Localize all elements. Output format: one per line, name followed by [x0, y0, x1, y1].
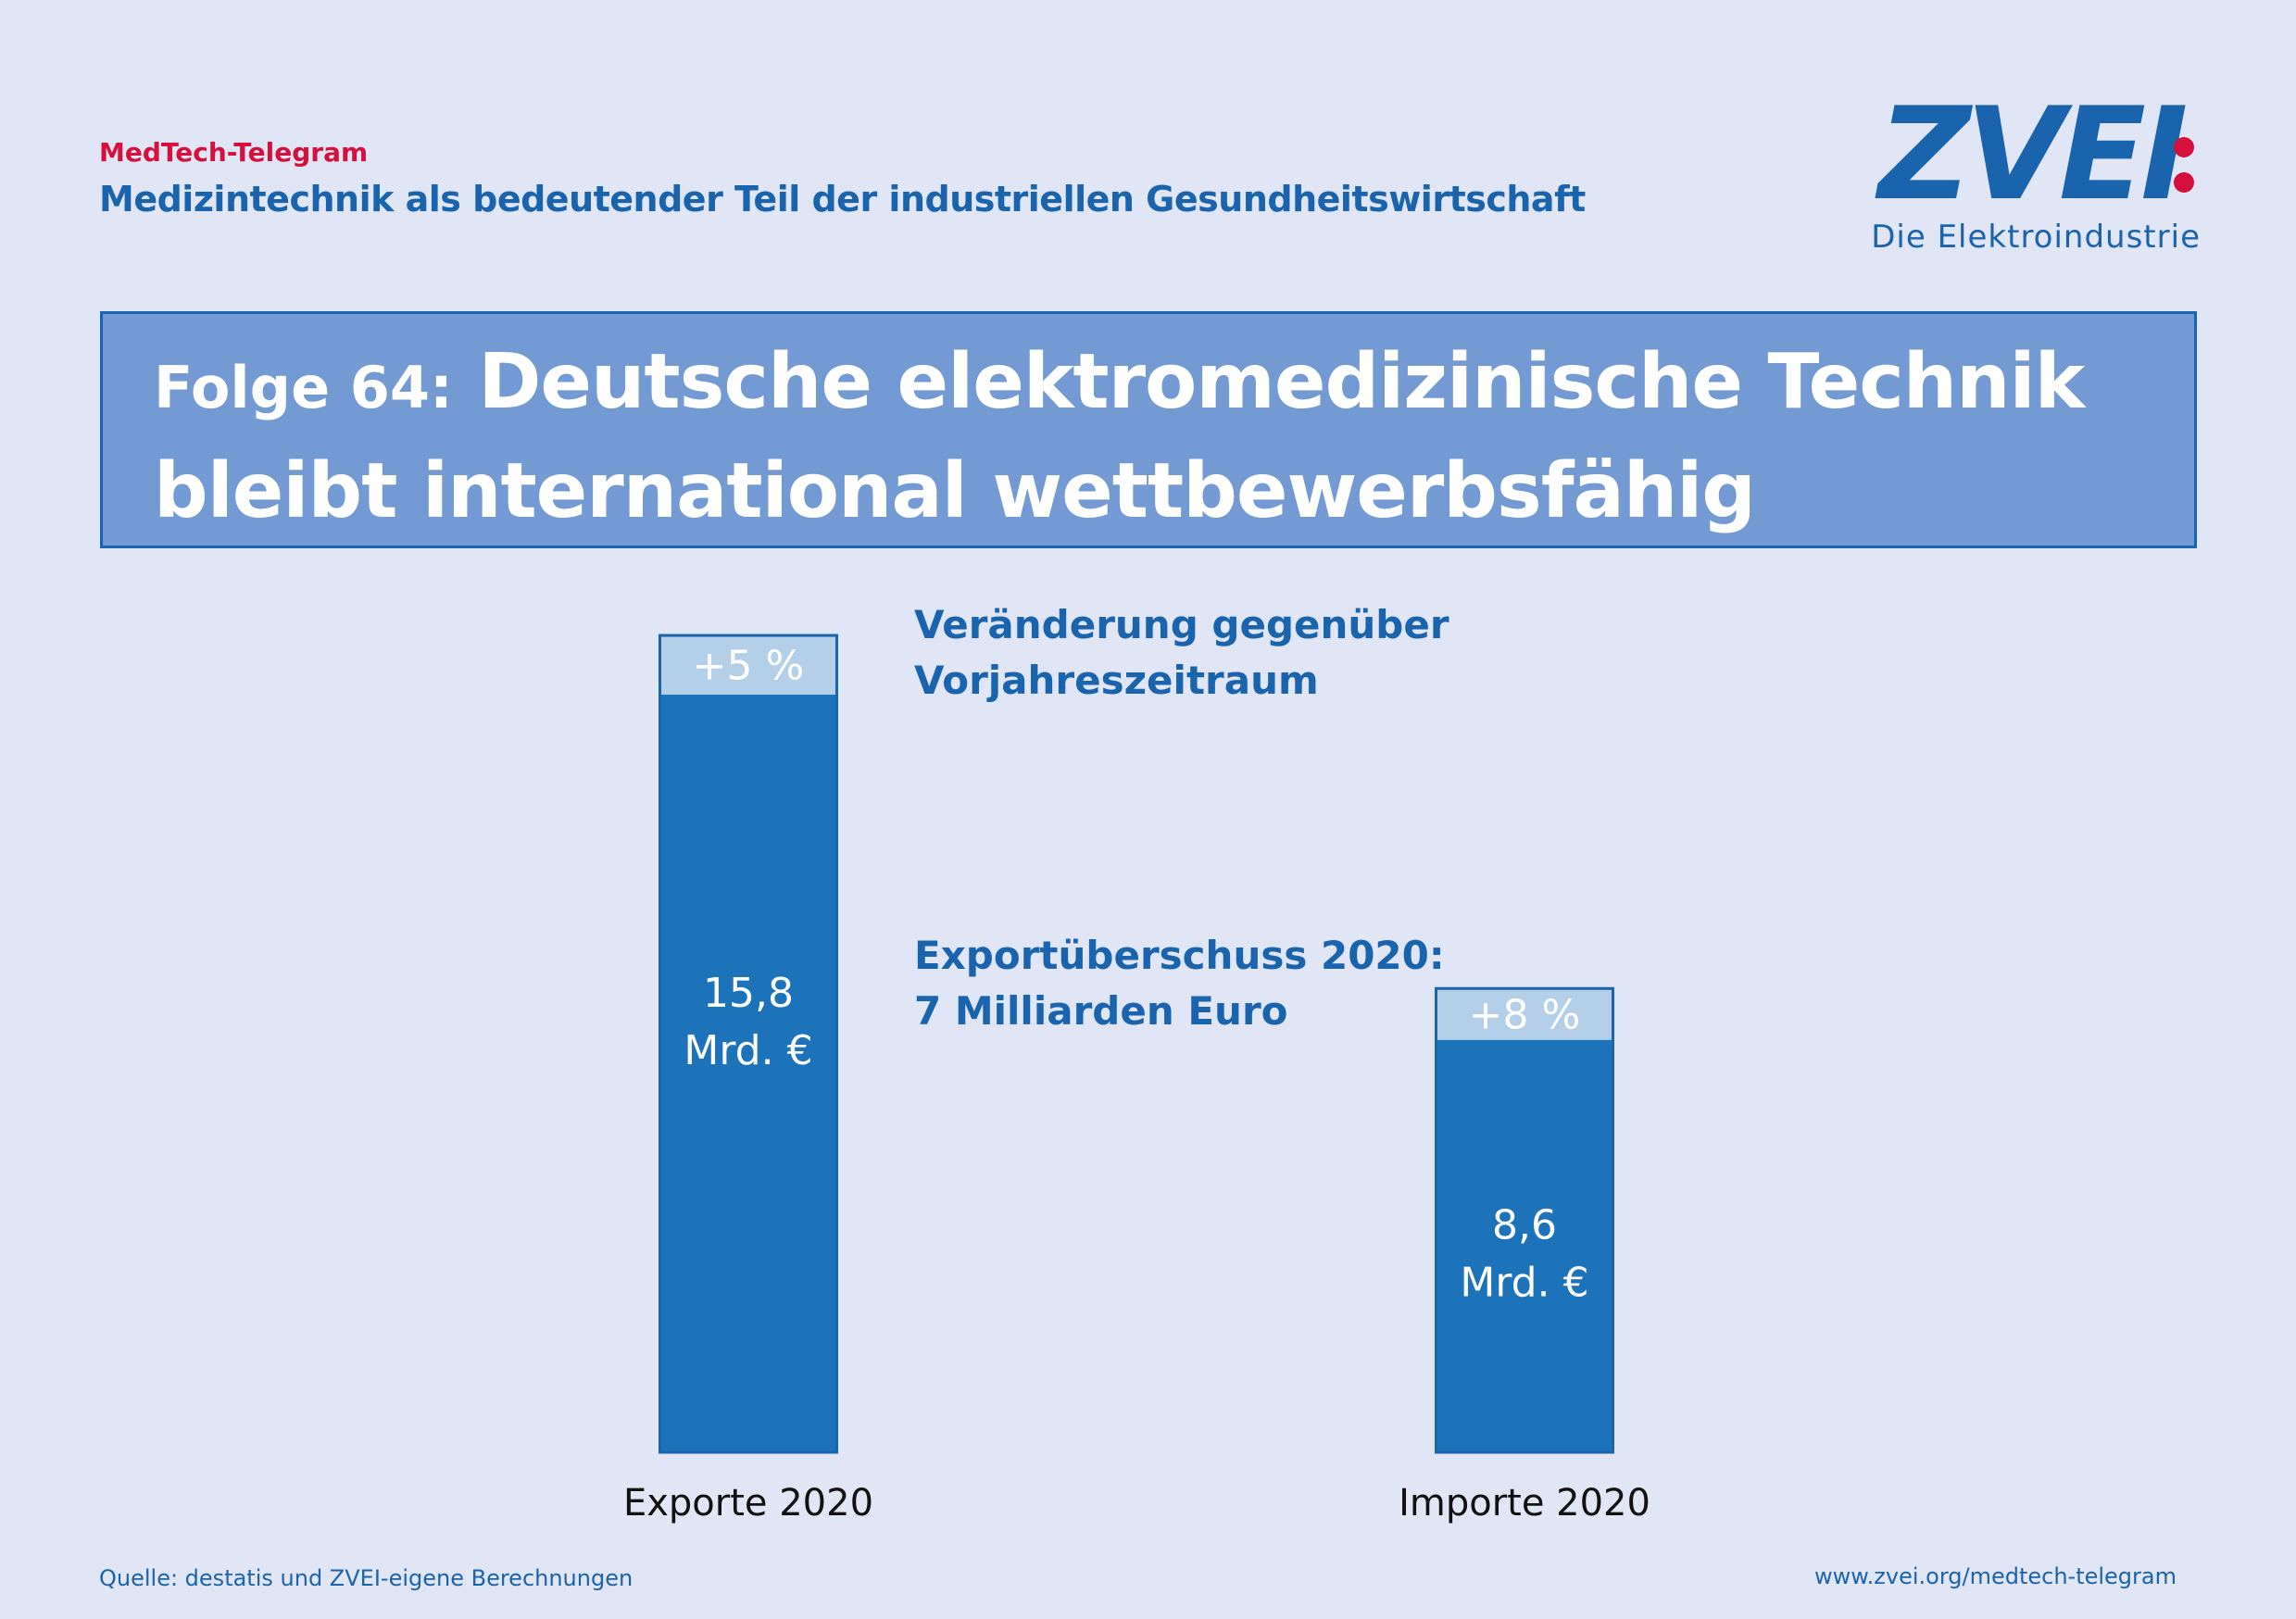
bar-change [1435, 986, 1614, 1040]
source-note: Quelle: destatis und ZVEI-eigene Berechn… [99, 1565, 634, 1591]
kicker: MedTech-Telegram [99, 137, 369, 168]
logo-tagline: Die Elektroindustrie [1871, 219, 2201, 256]
logo-colon-bottom [2174, 172, 2194, 193]
surplus-note-line2: 7 Milliarden Euro [914, 988, 1288, 1034]
surplus-note: Exportüberschuss 2020: 7 Milliarden Euro [914, 928, 1445, 1039]
surplus-note-line1: Exportüberschuss 2020: [914, 933, 1445, 978]
title-banner: Folge 64: Deutsche elektromedizinische T… [100, 311, 2197, 548]
change-label: +8 % [1469, 991, 1581, 1038]
bar-outline [1435, 986, 1614, 1454]
bar-outline [659, 634, 838, 1454]
category-label: Exporte 2020 [623, 1482, 873, 1525]
change-note-line2: Vorjahreszeitraum [914, 658, 1319, 703]
website-link[interactable]: www.zvei.org/medtech-telegram [1813, 1563, 2177, 1589]
change-note-line1: Veränderung gegenüber [914, 602, 1449, 647]
value-label: 8,6 [1492, 1201, 1557, 1249]
page-title: Folge 64: Deutsche elektromedizinische T… [154, 331, 2173, 544]
zvei-logo: ZVEI Die Elektroindustrie [1871, 80, 2204, 257]
value-label: 15,8 [703, 970, 794, 1017]
category-label: Importe 2020 [1399, 1482, 1650, 1525]
change-legend-note: Veränderung gegenüber Vorjahreszeitraum [914, 597, 1449, 709]
title-prefix: Folge 64: [154, 354, 453, 421]
bar-value [1435, 1039, 1614, 1452]
logo-colon-top [2174, 137, 2194, 157]
bar-change [659, 634, 838, 695]
value-label: Mrd. € [684, 1027, 812, 1074]
change-label: +5 % [693, 642, 805, 689]
logo-wordmark: ZVEI [1878, 80, 2188, 229]
bar-value [659, 695, 838, 1452]
value-label: Mrd. € [1460, 1259, 1588, 1306]
title-main: Deutsche elektromedizinische Technik ble… [154, 338, 2085, 535]
header-subtitle: Medizintechnik als bedeutender Teil der … [99, 179, 1586, 220]
